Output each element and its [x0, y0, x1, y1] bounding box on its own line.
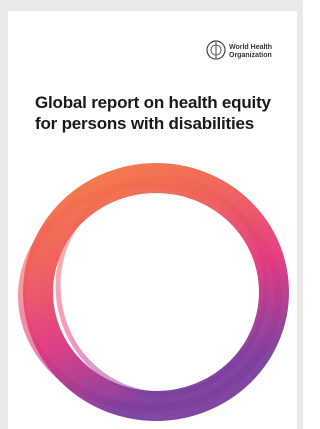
logo-line-2: Organization [229, 52, 272, 59]
logo-line-1: World Health [229, 44, 272, 51]
page: {"logo": {"line1": "World Health", "line… [0, 0, 303, 429]
cover: World Health Organization Global report … [0, 0, 303, 429]
title-line-1: Global report on health equity [35, 93, 272, 112]
title-line-2: for persons with disabilities [35, 114, 254, 133]
